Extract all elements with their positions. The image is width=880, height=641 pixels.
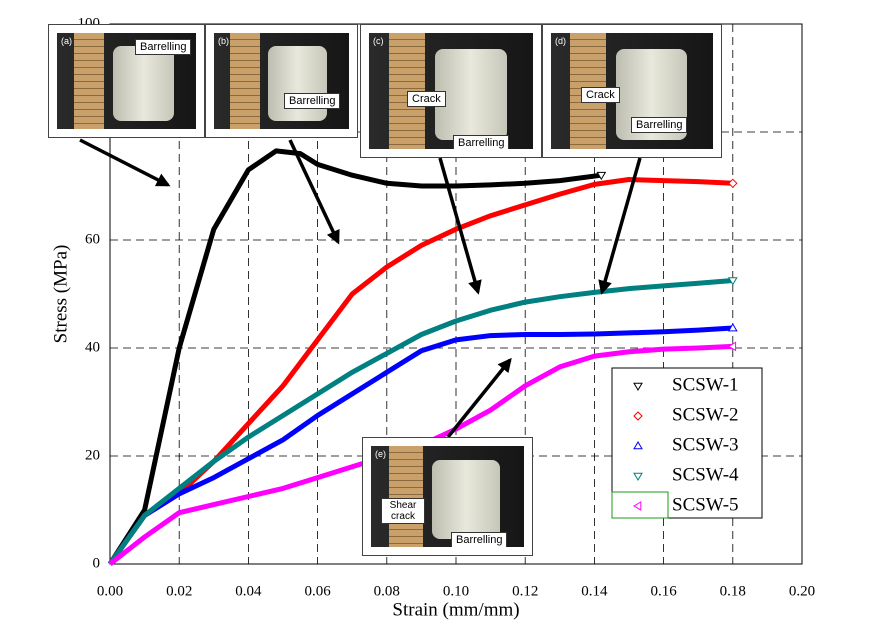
inset-caption: Barrelling bbox=[284, 93, 341, 109]
x-tick-label: 0.14 bbox=[581, 583, 608, 599]
photo-inset: (c) Crack Barrelling bbox=[360, 24, 542, 158]
data-line bbox=[107, 325, 733, 566]
x-tick-label: 0.04 bbox=[235, 583, 262, 599]
inset-caption: Crack bbox=[407, 91, 446, 107]
y-tick-label: 40 bbox=[85, 339, 100, 355]
end-marker bbox=[727, 277, 738, 286]
ruler bbox=[389, 446, 424, 547]
y-axis-label: Stress (MPa) bbox=[50, 245, 71, 344]
inset-caption: Crack bbox=[581, 87, 620, 103]
photo: (d) Crack Barrelling bbox=[551, 33, 713, 149]
specimen bbox=[434, 49, 507, 140]
x-tick-label: 0.06 bbox=[304, 583, 331, 599]
photo: (c) Crack Barrelling bbox=[369, 33, 533, 149]
x-axis-label: Strain (mm/mm) bbox=[392, 599, 519, 620]
specimen bbox=[432, 460, 500, 539]
x-tick-label: 0.18 bbox=[720, 583, 746, 599]
ruler bbox=[230, 33, 260, 129]
y-tick-label: 0 bbox=[93, 555, 101, 571]
inset-label: (b) bbox=[218, 36, 229, 46]
arrow bbox=[288, 139, 340, 245]
photo-inset: (e) Shear crack Barrelling bbox=[362, 437, 533, 556]
legend-marker bbox=[633, 441, 643, 450]
inset-caption: Barrelling bbox=[135, 39, 192, 55]
y-tick-label: 20 bbox=[85, 447, 100, 463]
inset-caption: Barrelling bbox=[451, 532, 508, 547]
arrow bbox=[438, 157, 482, 295]
legend-label: SCSW-1 bbox=[672, 374, 739, 395]
legend-marker bbox=[633, 411, 643, 421]
ruler bbox=[73, 33, 105, 129]
specimen bbox=[268, 46, 328, 122]
photo: (a) Barrelling bbox=[57, 33, 196, 129]
x-tick-label: 0.10 bbox=[443, 583, 469, 599]
arrow bbox=[598, 157, 642, 295]
x-tick-label: 0.16 bbox=[650, 583, 677, 599]
photo: (e) Shear crack Barrelling bbox=[371, 446, 524, 547]
legend-marker bbox=[633, 382, 643, 391]
photo-inset: (b) Barrelling bbox=[205, 24, 358, 138]
arrow bbox=[446, 357, 512, 439]
legend-label: SCSW-2 bbox=[672, 404, 739, 425]
legend-marker bbox=[633, 472, 643, 481]
data-line bbox=[107, 278, 733, 566]
end-marker bbox=[728, 178, 738, 189]
arrow bbox=[79, 138, 171, 187]
inset-caption: Barrelling bbox=[631, 117, 688, 133]
x-tick-label: 0.08 bbox=[374, 583, 400, 599]
legend-marker bbox=[633, 501, 642, 511]
end-marker bbox=[596, 171, 607, 181]
legend-label: SCSW-3 bbox=[672, 434, 739, 455]
specimen bbox=[112, 46, 174, 122]
x-tick-label: 0.02 bbox=[166, 583, 192, 599]
end-marker bbox=[727, 323, 738, 332]
photo: (b) Barrelling bbox=[214, 33, 349, 129]
inset-label: (d) bbox=[555, 36, 566, 46]
inset-label: (c) bbox=[373, 36, 384, 46]
inset-label: (e) bbox=[375, 449, 386, 459]
photo-inset: (d) Crack Barrelling bbox=[542, 24, 722, 158]
x-tick-label: 0.00 bbox=[97, 583, 123, 599]
data-line bbox=[107, 148, 602, 566]
inset-caption: Shear crack bbox=[381, 498, 425, 524]
photo-inset: (a) Barrelling bbox=[48, 24, 205, 138]
inset-caption: Barrelling bbox=[453, 135, 510, 149]
x-tick-label: 0.12 bbox=[512, 583, 538, 599]
y-tick-label: 60 bbox=[85, 231, 100, 247]
legend-label: SCSW-4 bbox=[672, 464, 739, 485]
legend-highlight bbox=[611, 491, 669, 519]
legend-label: SCSW-5 bbox=[672, 494, 739, 515]
end-marker bbox=[727, 341, 737, 352]
inset-label: (a) bbox=[61, 36, 72, 46]
x-tick-label: 0.20 bbox=[789, 583, 815, 599]
